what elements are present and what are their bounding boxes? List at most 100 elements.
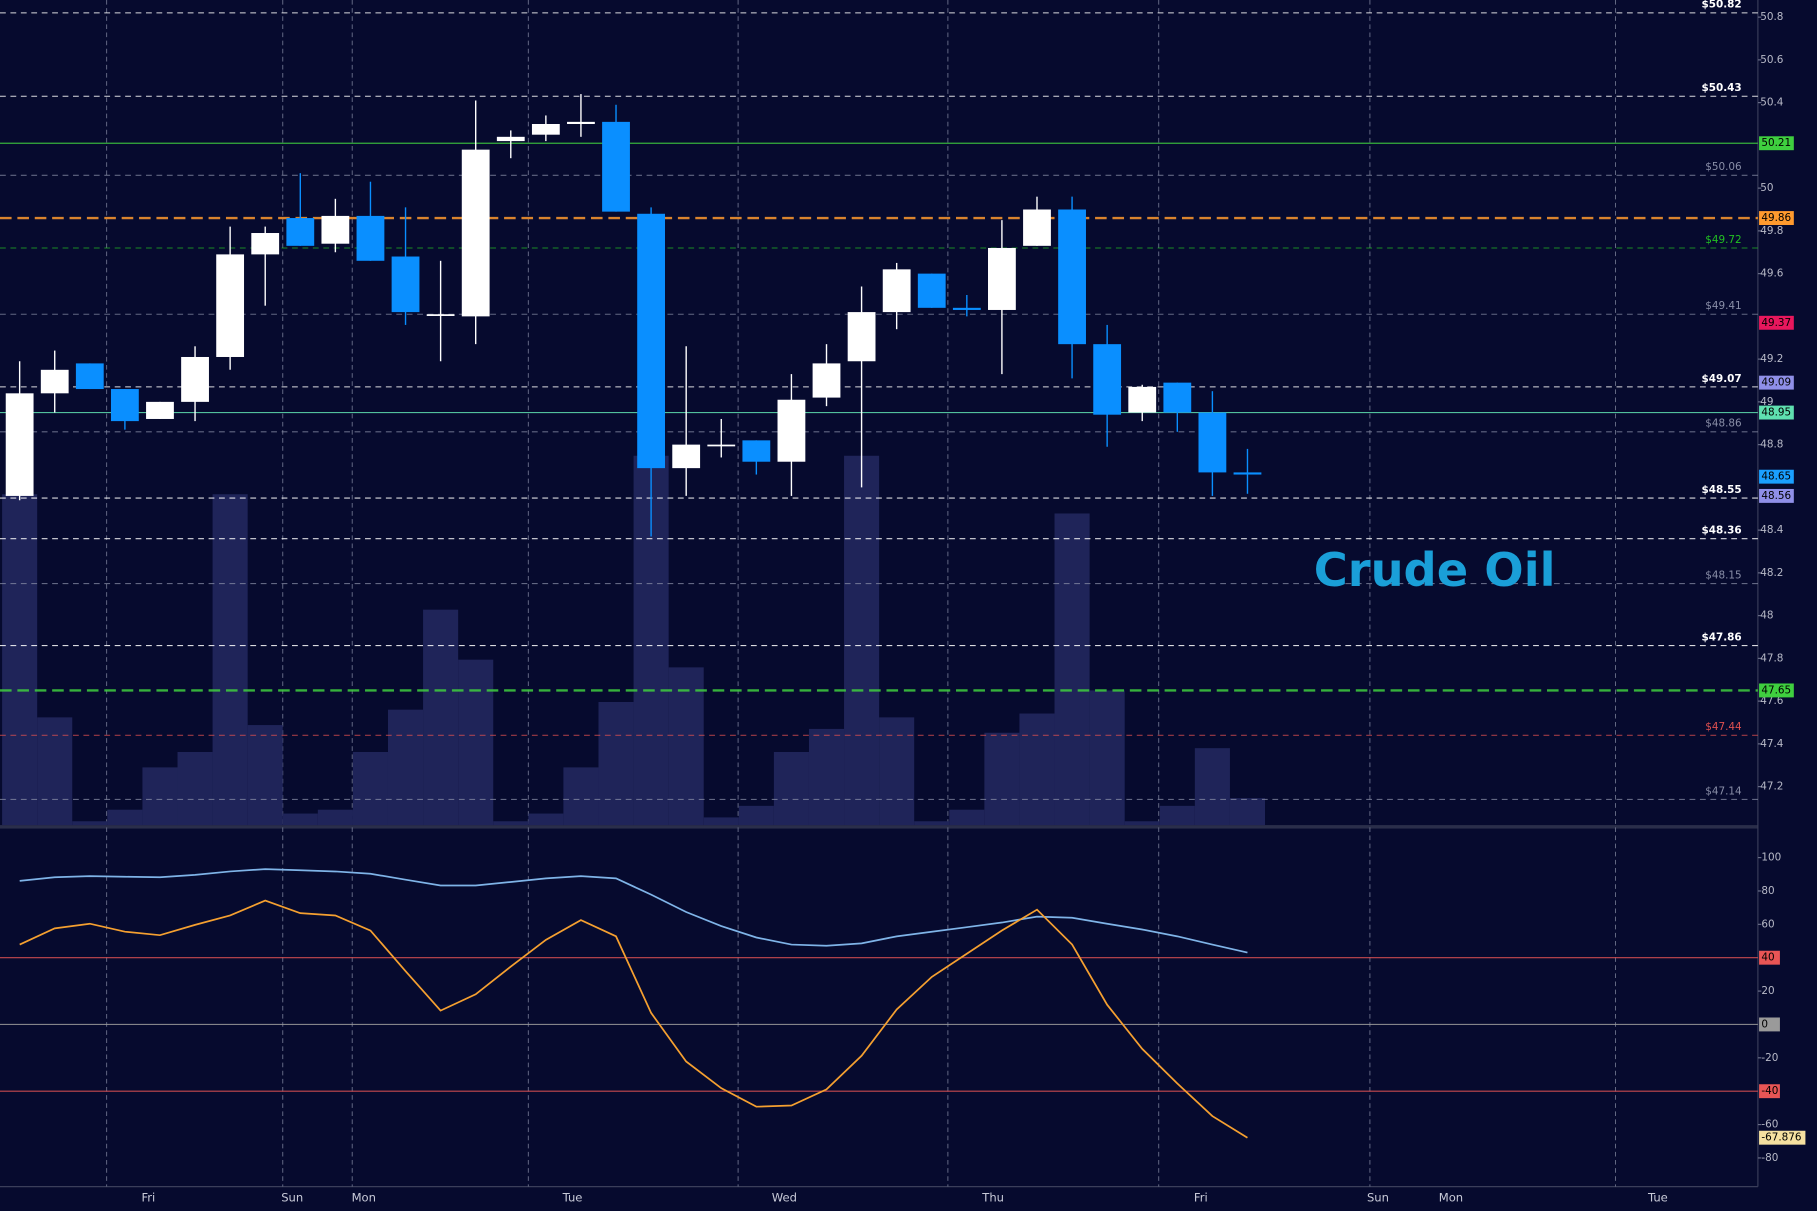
- volume-bar: [1089, 690, 1125, 826]
- level-tag-label: 0: [1761, 1018, 1768, 1030]
- candle-body: [1023, 209, 1051, 246]
- y-tick-label: 48.8: [1760, 439, 1783, 451]
- y-tick-label: 20: [1761, 985, 1774, 997]
- volume-bar: [212, 494, 248, 826]
- volume-bar: [37, 717, 73, 826]
- y-tick-label: 50.4: [1760, 97, 1784, 109]
- y-tick-label: 48: [1760, 610, 1773, 622]
- candle-body: [988, 247, 1016, 310]
- volume-bar: [107, 809, 143, 826]
- volume-bar: [773, 751, 809, 826]
- x-tick-label: Tue: [562, 1191, 583, 1205]
- level-tag: [1759, 950, 1780, 965]
- volume-bar: [2, 494, 38, 826]
- price-tag-label: 47.65: [1761, 684, 1791, 696]
- grid: [106, 0, 1616, 1187]
- price-tag: [1759, 375, 1794, 390]
- volume-bar: [282, 813, 318, 826]
- level-tag-label: -40: [1761, 1085, 1778, 1097]
- candle-body: [5, 393, 34, 496]
- candle-body: [917, 273, 946, 308]
- y-tick-label: -60: [1761, 1119, 1778, 1131]
- candle-body: [952, 307, 981, 310]
- volume-bar: [703, 817, 739, 826]
- candle-body: [40, 369, 69, 394]
- candle-body: [777, 399, 806, 462]
- level-label: $50.82: [1702, 0, 1742, 11]
- y-tick-label: -80: [1761, 1152, 1778, 1164]
- candle-body: [321, 215, 350, 244]
- candle-body: [426, 314, 455, 316]
- y-tick-label: 47.6: [1760, 695, 1783, 707]
- y-tick-label: 50.8: [1760, 11, 1783, 23]
- volume-bar: [668, 667, 704, 826]
- y-tick-label: 100: [1761, 852, 1781, 864]
- level-label: $48.86: [1705, 418, 1741, 430]
- candle-body: [75, 363, 104, 390]
- value-tag-label: -67.876: [1761, 1132, 1801, 1144]
- annotation: Crude Oil: [1314, 543, 1556, 597]
- candle-body: [602, 121, 630, 212]
- level-label: $49.72: [1705, 234, 1741, 246]
- volume-bar: [423, 609, 459, 826]
- candle-body: [251, 233, 280, 255]
- candle-body: [1058, 209, 1086, 345]
- oscillator-line: [19, 868, 1248, 954]
- panel-separator: [0, 825, 1758, 829]
- x-tick-label: Fri: [141, 1191, 155, 1205]
- x-tick-label: Sun: [1367, 1191, 1389, 1205]
- y-tick-label: 50.6: [1760, 54, 1783, 66]
- volume-bar: [493, 821, 529, 826]
- price-tag: [1759, 136, 1794, 151]
- x-tick-label: Wed: [772, 1191, 797, 1205]
- value-tag: [1759, 1130, 1806, 1145]
- volume-bar: [949, 809, 985, 826]
- candle-body: [707, 444, 736, 447]
- volume-bar: [247, 725, 283, 826]
- volume-bar: [177, 751, 213, 826]
- volume-bar: [598, 701, 634, 826]
- price-tag: [1759, 683, 1794, 698]
- price-tag-label: 49.37: [1761, 317, 1791, 329]
- volume-bar: [1229, 798, 1266, 826]
- y-tick-label: 49.8: [1760, 225, 1783, 237]
- candle-body: [637, 213, 666, 469]
- y-tick-label: 80: [1761, 885, 1774, 897]
- y-tick-label: 49: [1760, 396, 1773, 408]
- volume-bar: [844, 455, 880, 826]
- candle-body: [1093, 344, 1122, 415]
- level-label: $50.06: [1705, 161, 1741, 173]
- candle-body: [216, 254, 245, 357]
- volume-bar: [738, 805, 774, 826]
- level-label: $47.86: [1702, 631, 1742, 643]
- price-tag: [1759, 488, 1794, 503]
- candles: [5, 94, 1262, 537]
- volume-bar: [142, 767, 178, 826]
- candle-body: [496, 136, 525, 142]
- volume-bar: [1019, 713, 1055, 826]
- x-tick-label: Tue: [1647, 1191, 1668, 1205]
- volume-bar: [563, 767, 599, 826]
- price-tag: [1759, 469, 1794, 484]
- price-tag-label: 49.86: [1761, 212, 1791, 224]
- price-tag-label: 48.95: [1761, 407, 1791, 419]
- level-tag: [1759, 1084, 1780, 1099]
- price-tag: [1759, 405, 1794, 420]
- price-tag-label: 48.56: [1761, 490, 1791, 502]
- candle-body: [391, 256, 420, 313]
- x-tick-label: Thu: [981, 1191, 1004, 1205]
- candle-body: [1198, 412, 1227, 473]
- volume-bar: [72, 821, 108, 826]
- candle-body: [181, 356, 209, 402]
- candle-body: [1233, 472, 1262, 475]
- x-tick-label: Sun: [281, 1191, 303, 1205]
- x-tick-label: Mon: [1439, 1191, 1463, 1205]
- candle-body: [882, 269, 911, 313]
- price-tag-label: 48.65: [1761, 471, 1791, 483]
- candle-body: [1128, 386, 1157, 413]
- volume-bar: [1054, 513, 1090, 826]
- candle-body: [567, 121, 595, 125]
- volume-bar: [1124, 821, 1160, 826]
- level-label: $50.43: [1702, 82, 1742, 94]
